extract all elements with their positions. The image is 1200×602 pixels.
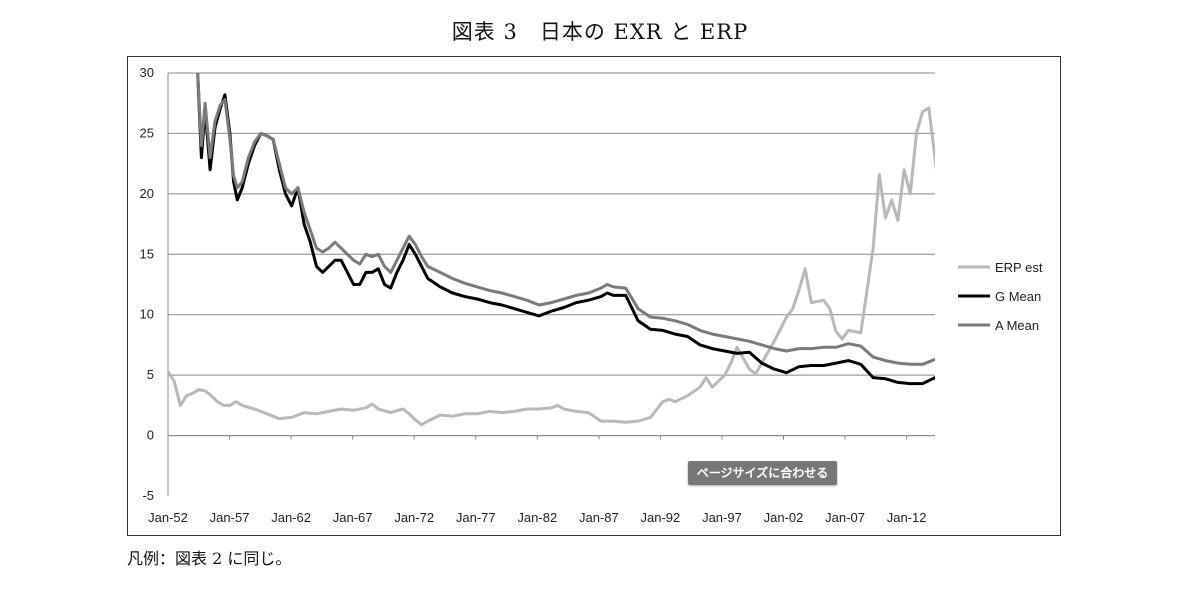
y-tick-label: -5: [142, 488, 154, 503]
series-line-a-mean: [196, 73, 935, 366]
y-tick-label: 20: [140, 186, 154, 201]
chart-frame: [127, 56, 1061, 536]
series-lines: [168, 73, 935, 427]
x-tick-label: Jan-07: [825, 510, 865, 525]
series-line-erp-est: [168, 106, 935, 427]
y-tick-label: 0: [147, 428, 154, 443]
y-tick-label: 15: [140, 246, 154, 261]
fit-to-page-button[interactable]: ページサイズに合わせる: [688, 461, 837, 485]
y-tick-label: 10: [140, 307, 154, 322]
x-tick-labels: Jan-52 Jan-57 Jan-62 Jan-67 Jan-72 Jan-77 Jan-…: [148, 510, 926, 525]
x-tick-label: Jan-62: [271, 510, 311, 525]
x-tick-label: Jan-87: [579, 510, 619, 525]
y-tick-label: 5: [147, 367, 154, 382]
y-tick-label: 25: [140, 125, 154, 140]
x-tick-label: Jan-02: [764, 510, 804, 525]
x-tick-label: Jan-52: [148, 510, 188, 525]
y-tick-labels: -5 0 5 10 15 20 25 30: [140, 65, 154, 503]
figure-note: 凡例：図表 2 に同じ。: [127, 549, 292, 568]
x-tick-label: Jan-77: [456, 510, 496, 525]
y-gridlines: [168, 72, 935, 437]
x-tick-label: Jan-97: [702, 510, 742, 525]
x-tick-label: Jan-12: [887, 510, 927, 525]
legend-label: ERP est: [995, 260, 1043, 275]
page-title: 図表 3 日本の EXR と ERP: [451, 20, 749, 44]
y-tick-label: 30: [140, 65, 154, 80]
legend-label: G Mean: [995, 289, 1041, 304]
x-tick-label: Jan-82: [517, 510, 557, 525]
legend: ERP est G Mean A Mean: [958, 260, 1043, 333]
axes: [167, 73, 935, 496]
x-tick-label: Jan-57: [210, 510, 250, 525]
x-tick-label: Jan-92: [641, 510, 681, 525]
x-tick-label: Jan-67: [333, 510, 373, 525]
legend-label: A Mean: [995, 318, 1039, 333]
x-tick-label: Jan-72: [394, 510, 434, 525]
